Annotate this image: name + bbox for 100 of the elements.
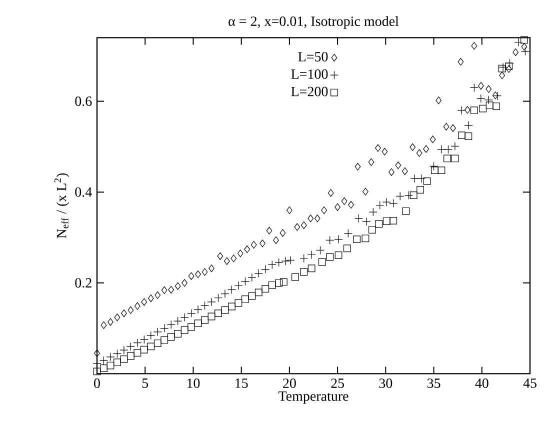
point bbox=[174, 316, 182, 326]
x-tick-label: 35 bbox=[427, 378, 440, 388]
chart-title: α = 2, x=0.01, Isotropic model bbox=[228, 16, 399, 29]
x-tick-label: 0 bbox=[94, 378, 100, 388]
point bbox=[402, 207, 410, 215]
point bbox=[334, 235, 343, 244]
point bbox=[200, 301, 210, 310]
point bbox=[344, 229, 352, 238]
point bbox=[300, 254, 308, 263]
point bbox=[308, 264, 316, 272]
point bbox=[438, 166, 446, 174]
point bbox=[234, 281, 243, 290]
point bbox=[470, 83, 478, 92]
point bbox=[240, 277, 250, 286]
point bbox=[492, 102, 500, 110]
point bbox=[520, 47, 530, 56]
point bbox=[180, 313, 189, 322]
point bbox=[362, 234, 370, 242]
point bbox=[286, 256, 295, 264]
point bbox=[241, 296, 249, 303]
point bbox=[382, 198, 391, 206]
point bbox=[444, 154, 451, 162]
point bbox=[126, 342, 135, 351]
point bbox=[174, 330, 182, 338]
point bbox=[207, 298, 216, 306]
point bbox=[248, 273, 256, 282]
point bbox=[292, 273, 299, 281]
point bbox=[464, 121, 473, 130]
point bbox=[214, 294, 223, 302]
point bbox=[479, 104, 487, 112]
point bbox=[114, 358, 121, 366]
legend-label: L=50 bbox=[298, 52, 328, 62]
point bbox=[120, 355, 128, 363]
point bbox=[106, 362, 114, 370]
x-tick-label: 20 bbox=[283, 378, 296, 388]
point bbox=[134, 349, 142, 357]
point bbox=[214, 310, 222, 318]
point bbox=[261, 264, 270, 274]
point bbox=[444, 145, 453, 154]
point bbox=[227, 285, 236, 294]
point bbox=[160, 336, 168, 344]
point bbox=[429, 162, 438, 170]
x-tick-label: 45 bbox=[523, 378, 536, 388]
point bbox=[354, 214, 364, 223]
point bbox=[99, 356, 108, 365]
point bbox=[396, 192, 404, 200]
point bbox=[248, 292, 256, 300]
x-tick-label: 30 bbox=[379, 378, 392, 388]
point bbox=[281, 256, 290, 266]
point bbox=[382, 217, 390, 225]
point bbox=[194, 305, 202, 314]
point bbox=[437, 145, 446, 154]
point bbox=[457, 106, 466, 115]
point bbox=[505, 62, 513, 70]
point bbox=[470, 106, 478, 114]
point bbox=[228, 302, 236, 310]
point bbox=[307, 250, 316, 260]
point bbox=[166, 320, 176, 329]
point bbox=[492, 92, 502, 100]
point bbox=[368, 208, 378, 216]
point bbox=[188, 323, 195, 331]
point bbox=[464, 132, 472, 140]
legend-label: L=100 bbox=[291, 69, 328, 79]
x-tick-label: 10 bbox=[187, 378, 200, 388]
point bbox=[120, 346, 128, 354]
point bbox=[362, 217, 371, 226]
point bbox=[514, 38, 523, 47]
point bbox=[167, 333, 175, 341]
point bbox=[160, 324, 169, 333]
point bbox=[186, 309, 196, 318]
point bbox=[254, 288, 262, 296]
point bbox=[389, 199, 398, 208]
point bbox=[423, 177, 431, 185]
point bbox=[275, 279, 283, 287]
point bbox=[274, 258, 284, 267]
point bbox=[326, 253, 334, 261]
point bbox=[410, 174, 419, 183]
point bbox=[343, 244, 351, 252]
point bbox=[147, 342, 155, 350]
point bbox=[262, 285, 270, 292]
point bbox=[416, 174, 426, 183]
point bbox=[390, 216, 398, 224]
point bbox=[140, 346, 148, 354]
x-tick-label: 25 bbox=[331, 378, 344, 388]
x-axis-title: Temperature bbox=[278, 392, 348, 404]
point bbox=[486, 102, 494, 110]
point bbox=[416, 186, 424, 194]
point bbox=[146, 331, 156, 340]
point bbox=[334, 251, 342, 259]
point bbox=[458, 132, 466, 140]
y-tick-label: 0.4 bbox=[75, 187, 92, 197]
point bbox=[221, 306, 229, 314]
point bbox=[93, 368, 101, 376]
point bbox=[220, 289, 230, 298]
point bbox=[375, 220, 383, 228]
point bbox=[368, 226, 376, 234]
legend-label: L=200 bbox=[291, 86, 328, 96]
point bbox=[194, 320, 202, 328]
point bbox=[451, 154, 459, 162]
point bbox=[376, 200, 384, 210]
